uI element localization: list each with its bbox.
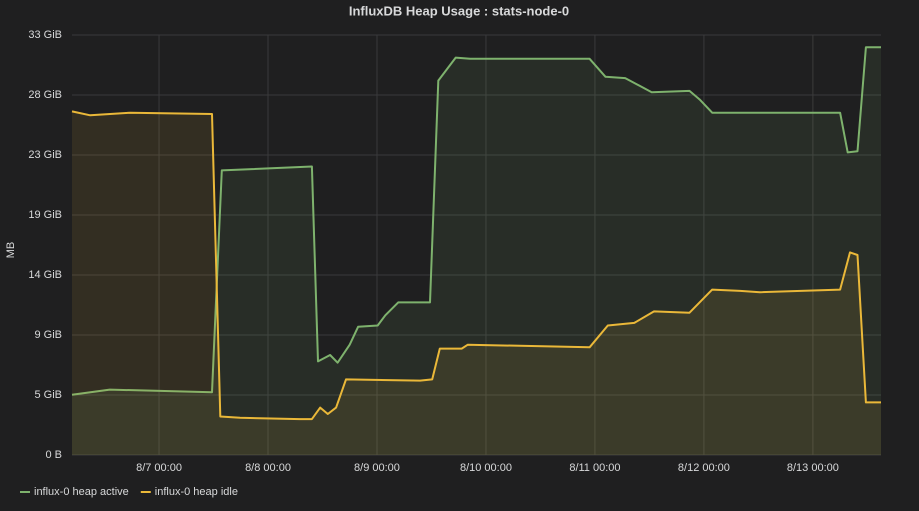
x-tick-label: 8/11 00:00 (569, 462, 620, 474)
y-tick-label: 9 GiB (34, 329, 62, 341)
y-tick-label: 0 B (45, 449, 62, 461)
legend-label: influx-0 heap active (34, 486, 129, 498)
x-tick-label: 8/8 00:00 (245, 462, 291, 474)
series-line (71, 110, 881, 421)
area-fill (72, 111, 881, 456)
y-axis-label: MB (5, 242, 17, 259)
x-tick-label: 8/12 00:00 (678, 462, 730, 474)
x-tick-label: 8/10 00:00 (460, 462, 512, 474)
y-tick-label: 28 GiB (28, 89, 62, 101)
y-tick-label: 14 GiB (28, 269, 62, 281)
area-fill (72, 47, 881, 456)
y-tick-label: 23 GiB (28, 149, 62, 161)
y-tick-label: 5 GiB (34, 389, 62, 401)
x-tick-label: 8/7 00:00 (136, 462, 182, 474)
chart-title: InfluxDB Heap Usage : stats-node-0 (349, 3, 569, 18)
y-tick-label: 19 GiB (28, 209, 62, 221)
x-tick-label: 8/9 00:00 (354, 462, 400, 474)
x-tick-label: 8/13 00:00 (787, 462, 839, 474)
legend-label: influx-0 heap idle (155, 486, 238, 498)
y-tick-label: 33 GiB (28, 29, 62, 41)
series-line (71, 46, 881, 396)
